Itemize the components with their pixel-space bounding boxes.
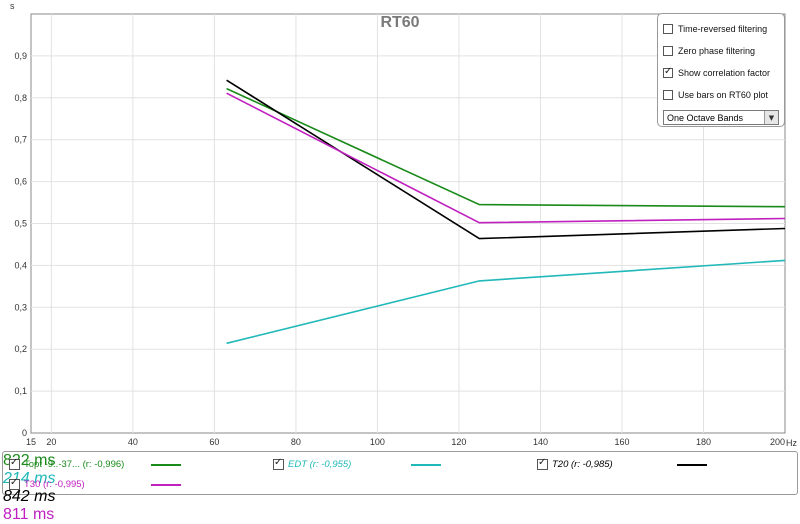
y-unit-label: s [10, 1, 15, 11]
legend-swatch [411, 464, 441, 466]
y-tick-label: 0,4 [14, 260, 27, 270]
x-tick-label: 15 [26, 437, 36, 447]
x-tick-label: 120 [451, 437, 466, 447]
legend-checkbox[interactable] [273, 457, 284, 470]
x-tick-label: 60 [209, 437, 219, 447]
legend-checkbox[interactable] [9, 457, 20, 470]
x-unit-label: Hz [786, 438, 797, 448]
legend-value: 842 ms [3, 488, 56, 505]
legend-label: T30 (r: -0,995) [24, 478, 85, 490]
x-tick-label: 200 [770, 437, 785, 447]
options-panel: Time-reversed filtering Zero phase filter… [657, 13, 785, 127]
legend-swatch [151, 464, 181, 466]
legend-value: 811 ms [3, 506, 55, 523]
option-3[interactable]: Use bars on RT60 plot [663, 84, 779, 106]
y-tick-label: 0,7 [14, 135, 27, 145]
x-tick-label: 20 [46, 437, 56, 447]
legend-item-3[interactable]: T30 (r: -0,995) [9, 474, 85, 494]
legend-label: T20 (r: -0,985) [552, 458, 613, 470]
x-tick-label: 80 [291, 437, 301, 447]
y-tick-label: 0,8 [14, 93, 27, 103]
option-2[interactable]: Show correlation factor [663, 62, 779, 84]
option-checkbox[interactable] [663, 46, 673, 56]
series-line-1 [226, 259, 786, 345]
x-tick-label: 160 [614, 437, 629, 447]
x-tick-label: 140 [533, 437, 548, 447]
band-select[interactable]: One Octave Bands ▼ [663, 110, 779, 125]
option-1[interactable]: Zero phase filtering [663, 40, 779, 62]
option-0[interactable]: Time-reversed filtering [663, 18, 779, 40]
series-line-2 [226, 79, 786, 240]
y-tick-label: 0 [22, 428, 27, 438]
x-tick-label: 100 [370, 437, 385, 447]
band-select-value: One Octave Bands [667, 112, 744, 123]
option-checkbox[interactable] [663, 90, 673, 100]
legend-checkbox[interactable] [537, 457, 548, 470]
legend-swatch [677, 464, 707, 466]
option-checkbox[interactable] [663, 24, 673, 34]
legend-item-1[interactable]: EDT (r: -0,955) [273, 454, 351, 474]
legend-item-0[interactable]: Topt -9..-37... (r: -0,996) [9, 454, 124, 474]
x-tick-label: 180 [696, 437, 711, 447]
option-checkbox[interactable] [663, 66, 673, 78]
y-tick-label: 0,6 [14, 177, 27, 187]
y-tick-label: 0,5 [14, 219, 27, 229]
legend-panel: Topt -9..-37... (r: -0,996)822 msEDT (r:… [2, 451, 798, 523]
legend-swatch [151, 484, 181, 486]
y-tick-label: 0,9 [14, 51, 27, 61]
option-label: Use bars on RT60 plot [678, 90, 768, 100]
legend-label: Topt -9..-37... (r: -0,996) [24, 458, 125, 470]
legend-checkbox[interactable] [9, 477, 20, 490]
y-tick-label: 0,1 [14, 386, 27, 396]
dropdown-arrow-icon[interactable]: ▼ [764, 111, 778, 124]
y-tick-label: 0,2 [14, 344, 27, 354]
legend-label: EDT (r: -0,955) [288, 458, 352, 470]
y-tick-label: 0,3 [14, 302, 27, 312]
option-label: Zero phase filtering [678, 46, 756, 56]
option-label: Time-reversed filtering [678, 24, 768, 34]
series-line-3 [226, 92, 786, 224]
legend-item-2[interactable]: T20 (r: -0,985) [537, 454, 613, 474]
x-tick-label: 40 [128, 437, 138, 447]
series-line-0 [226, 87, 786, 208]
chart-title: RT60 [380, 14, 419, 31]
option-label: Show correlation factor [678, 68, 771, 78]
